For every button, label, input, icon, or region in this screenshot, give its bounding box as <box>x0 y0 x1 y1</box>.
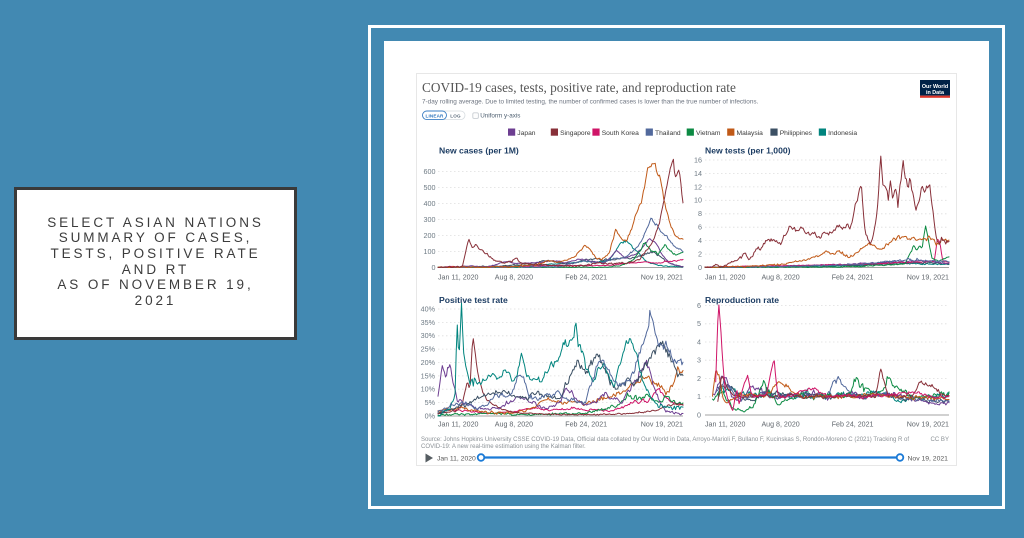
svg-text:COVID-19 cases, tests, positiv: COVID-19 cases, tests, positive rate, an… <box>422 80 736 95</box>
svg-text:Jan 11, 2020: Jan 11, 2020 <box>705 421 746 429</box>
svg-text:Vietnam: Vietnam <box>696 130 721 137</box>
svg-text:Aug 8, 2020: Aug 8, 2020 <box>761 421 799 429</box>
svg-text:Aug 8, 2020: Aug 8, 2020 <box>495 421 533 429</box>
svg-text:14: 14 <box>694 169 702 178</box>
svg-text:2: 2 <box>697 374 701 383</box>
svg-text:Aug 8, 2020: Aug 8, 2020 <box>495 274 533 282</box>
svg-text:40%: 40% <box>421 304 436 313</box>
svg-text:CC BY: CC BY <box>931 437 949 443</box>
svg-text:20%: 20% <box>421 358 436 367</box>
svg-text:12: 12 <box>694 182 702 191</box>
svg-text:0%: 0% <box>425 411 436 420</box>
svg-text:Nov 19, 2021: Nov 19, 2021 <box>641 421 683 429</box>
svg-text:Positive test rate: Positive test rate <box>439 295 508 305</box>
svg-text:0: 0 <box>698 263 702 272</box>
svg-text:Reproduction rate: Reproduction rate <box>705 295 779 305</box>
svg-text:6: 6 <box>697 301 701 310</box>
svg-text:Nov 19, 2021: Nov 19, 2021 <box>908 456 949 463</box>
svg-text:LINEAR: LINEAR <box>426 114 445 119</box>
svg-text:3: 3 <box>697 356 701 365</box>
svg-text:0: 0 <box>697 410 701 419</box>
svg-text:Jan 11, 2020: Jan 11, 2020 <box>437 456 476 463</box>
svg-text:South Korea: South Korea <box>602 130 639 137</box>
svg-text:7-day rolling average. Due to: 7-day rolling average. Due to limited te… <box>422 99 759 106</box>
svg-text:500: 500 <box>424 183 436 192</box>
svg-text:Our World: Our World <box>922 84 948 90</box>
svg-text:4: 4 <box>697 337 701 346</box>
svg-text:15%: 15% <box>421 371 436 380</box>
svg-text:Uniform y-axis: Uniform y-axis <box>480 113 520 120</box>
svg-text:300: 300 <box>424 215 436 224</box>
svg-text:10: 10 <box>694 196 702 205</box>
svg-text:8: 8 <box>698 209 702 218</box>
svg-text:2: 2 <box>698 250 702 259</box>
svg-text:5: 5 <box>697 319 701 328</box>
svg-text:6: 6 <box>698 223 702 232</box>
svg-text:30%: 30% <box>421 331 436 340</box>
svg-text:Malaysia: Malaysia <box>737 130 764 137</box>
svg-text:Nov 19, 2021: Nov 19, 2021 <box>907 421 949 429</box>
svg-text:35%: 35% <box>421 318 436 327</box>
svg-text:5%: 5% <box>425 398 436 407</box>
svg-text:Feb 24, 2021: Feb 24, 2021 <box>565 274 607 282</box>
svg-text:Singapore: Singapore <box>560 130 591 137</box>
svg-text:600: 600 <box>424 167 436 176</box>
svg-text:4: 4 <box>698 236 702 245</box>
svg-text:25%: 25% <box>421 345 436 354</box>
svg-text:Source: Johns Hopkins Universi: Source: Johns Hopkins University CSSE CO… <box>421 437 909 443</box>
svg-text:0: 0 <box>432 263 436 272</box>
svg-text:Philippines: Philippines <box>780 130 813 137</box>
svg-text:16: 16 <box>694 155 702 164</box>
svg-text:Feb 24, 2021: Feb 24, 2021 <box>832 274 874 282</box>
svg-text:LOG: LOG <box>450 114 461 119</box>
svg-text:Jan 11, 2020: Jan 11, 2020 <box>438 274 479 282</box>
svg-text:1: 1 <box>697 392 701 401</box>
svg-text:New cases (per 1M): New cases (per 1M) <box>439 146 519 156</box>
svg-text:200: 200 <box>424 231 436 240</box>
svg-text:Thailand: Thailand <box>655 130 681 137</box>
svg-text:COVID-19: A new real-time esti: COVID-19: A new real-time estimation usi… <box>421 444 586 450</box>
svg-text:in Data: in Data <box>926 90 945 96</box>
svg-text:Japan: Japan <box>517 130 536 137</box>
svg-text:Indonesia: Indonesia <box>828 130 857 137</box>
svg-text:Jan 11, 2020: Jan 11, 2020 <box>438 421 479 429</box>
svg-text:Feb 24, 2021: Feb 24, 2021 <box>832 421 874 429</box>
svg-text:New tests (per 1,000): New tests (per 1,000) <box>705 146 791 156</box>
svg-text:Nov 19, 2021: Nov 19, 2021 <box>641 274 683 282</box>
svg-text:10%: 10% <box>421 385 436 394</box>
svg-text:100: 100 <box>424 247 436 256</box>
svg-text:400: 400 <box>424 199 436 208</box>
svg-text:Nov 19, 2021: Nov 19, 2021 <box>907 274 949 282</box>
svg-text:Aug 8, 2020: Aug 8, 2020 <box>761 274 799 282</box>
svg-text:Feb 24, 2021: Feb 24, 2021 <box>565 421 607 429</box>
svg-text:Jan 11, 2020: Jan 11, 2020 <box>705 274 746 282</box>
